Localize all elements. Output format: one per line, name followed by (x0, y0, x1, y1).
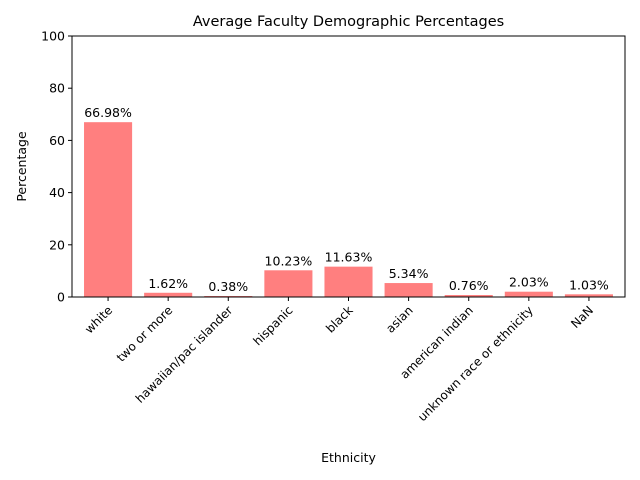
bar (144, 292, 193, 297)
x-tick-label: asian (383, 303, 415, 335)
x-tick-label: unknown race or ethnicity (415, 303, 536, 424)
bar (444, 295, 493, 297)
bar-value-label: 1.03% (569, 277, 609, 292)
bar-value-label: 0.76% (449, 278, 489, 293)
x-tick-label: black (323, 303, 355, 335)
y-axis-label: Percentage (14, 131, 29, 202)
y-tick-label: 80 (49, 81, 65, 96)
plot-frame (71, 35, 626, 298)
bar-value-label: 10.23% (265, 253, 313, 268)
chart-title: Average Faculty Demographic Percentages (193, 14, 504, 30)
y-tick-label: 20 (49, 237, 65, 252)
x-tick-label: hispanic (250, 303, 295, 348)
bar-value-label: 1.62% (148, 276, 188, 291)
bar-value-label: 0.38% (208, 279, 248, 294)
y-tick-label: 40 (49, 185, 65, 200)
bar (564, 294, 613, 297)
x-tick-label: hawaiian/pac islander (133, 303, 236, 406)
x-tick-label: white (82, 303, 115, 336)
y-tick-label: 60 (49, 133, 65, 148)
x-tick-label: two or more (114, 303, 175, 364)
bars-layer: 66.98% 1.62% 0.38% 10.23% 11.63% 5.34% 0.76% 2.… (84, 105, 613, 298)
x-tick-label: NaN (568, 303, 596, 331)
bar (384, 283, 433, 297)
bar-value-label: 5.34% (389, 266, 429, 281)
bar (324, 266, 373, 297)
y-tick-label: 100 (41, 29, 65, 44)
bar-value-label: 11.63% (325, 250, 373, 265)
bar (84, 122, 133, 298)
bar (504, 291, 553, 297)
bar-value-label: 2.03% (509, 275, 549, 290)
bar-value-label: 66.98% (84, 105, 132, 120)
x-axis-label: Ethnicity (321, 450, 376, 465)
y-tick-label: 0 (57, 290, 65, 305)
bar (264, 270, 313, 297)
